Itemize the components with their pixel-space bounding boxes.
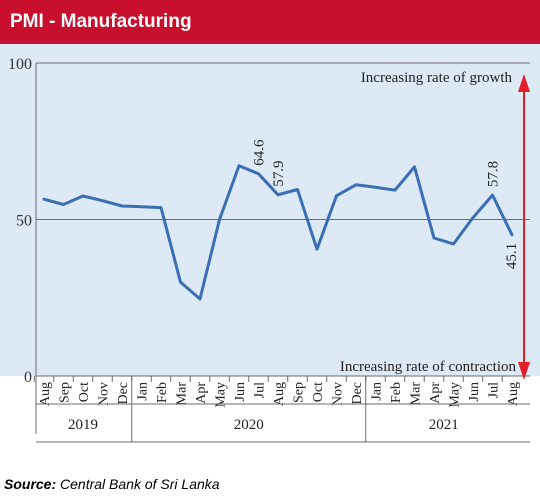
data-label: 64.6 [252, 139, 268, 166]
year-label: 2019 [68, 417, 98, 433]
arrow-head-down [518, 362, 530, 380]
arrow-head-up [518, 74, 530, 92]
y-tick-label: 100 [8, 56, 32, 73]
source-label: Source: [4, 476, 57, 492]
x-tick-label: Sep [292, 382, 307, 403]
x-tick-label: Aug [506, 382, 521, 406]
chart-title: PMI - Manufacturing [10, 11, 192, 32]
x-tick-label: May [448, 382, 463, 408]
x-tick-label: Jun [233, 382, 248, 401]
x-tick-label: Sep [58, 382, 73, 403]
x-tick-label: Nov [331, 382, 346, 406]
x-tick-label: Jul [487, 382, 502, 398]
annotation-contraction: Increasing rate of contraction [340, 359, 517, 375]
x-tick-label: Nov [97, 382, 112, 406]
x-tick-label: Feb [155, 382, 170, 403]
x-tick-label: Mar [409, 382, 424, 406]
x-tick-label: May [214, 382, 229, 408]
y-tick-label: 50 [16, 213, 32, 230]
x-tick-label: Aug [272, 382, 287, 406]
x-tick-label: Jul [253, 382, 268, 398]
x-tick-label: Jan [136, 382, 151, 401]
x-tick-label: Mar [175, 382, 190, 406]
year-label: 2020 [234, 417, 264, 433]
x-tick-label: Feb [389, 382, 404, 403]
annotation-growth: Increasing rate of growth [361, 70, 513, 86]
source-text: Central Bank of Sri Lanka [60, 476, 220, 492]
x-tick-label: Aug [38, 382, 53, 406]
data-label: 45.1 [504, 243, 520, 269]
x-tick-label: Jan [370, 382, 385, 401]
y-tick-label: 0 [24, 369, 32, 386]
x-tick-label: Oct [311, 382, 326, 402]
x-tick-label: Dec [350, 382, 365, 405]
x-axis-band [0, 376, 540, 456]
pmi-series-line [42, 164, 514, 301]
chart-area: 0 50 100 Aug Sep Oct Nov Dec Jan Feb Mar Apr May Jun J… [0, 44, 540, 456]
data-label: 57.8 [486, 161, 502, 187]
year-label: 2021 [429, 417, 459, 433]
chart-title-bar: PMI - Manufacturing [0, 0, 540, 44]
x-tick-label: Jun [467, 382, 482, 401]
x-tick-label: Oct [77, 382, 92, 402]
x-tick-label: Apr [428, 382, 443, 404]
x-tick-label: Apr [194, 382, 209, 404]
data-label: 57.9 [271, 161, 287, 187]
x-tick-label: Dec [116, 382, 131, 405]
pmi-line-chart: 0 50 100 Aug Sep Oct Nov Dec Jan Feb Mar Apr May Jun J… [0, 56, 540, 456]
source-note: Source: Central Bank of Sri Lanka [4, 476, 220, 492]
